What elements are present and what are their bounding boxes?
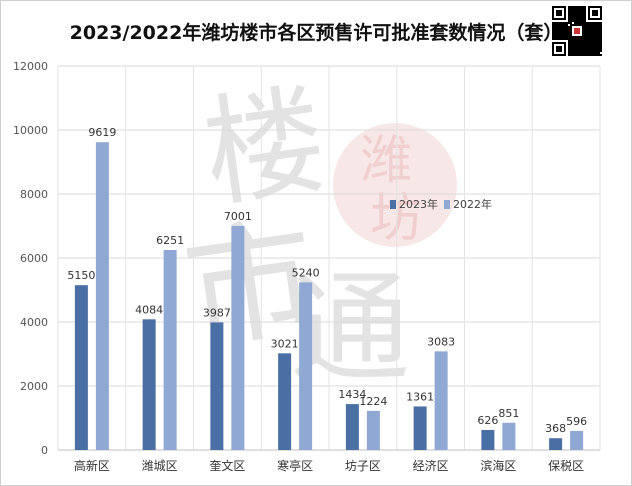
y-tick-label: 6000 — [20, 252, 48, 265]
bar-series1 — [142, 319, 156, 450]
y-tick-label: 4000 — [20, 316, 48, 329]
data-label: 368 — [545, 422, 566, 435]
legend: 2023年 2022年 — [390, 197, 492, 211]
chart-title: 2023/2022年潍坊楼市各区预售许可批准套数情况（套） — [69, 22, 563, 44]
bar-series2 — [163, 249, 177, 450]
bars — [74, 142, 584, 450]
data-label: 7001 — [224, 210, 252, 223]
data-label: 626 — [477, 414, 498, 427]
legend-swatch — [444, 200, 450, 209]
data-label: 3083 — [427, 335, 455, 348]
x-category-label: 经济区 — [413, 458, 449, 473]
bar-series2 — [299, 282, 313, 450]
x-category-label: 滨海区 — [480, 458, 516, 473]
legend-label: 2022年 — [453, 197, 492, 211]
bar-series2 — [502, 422, 516, 450]
data-labels: 5150 9619 4084 6251 3987 7001 3021 5240 14341224… — [67, 126, 587, 435]
bar-series1 — [74, 285, 88, 450]
y-tick-label: 10000 — [13, 124, 48, 137]
y-tick-label: 0 — [41, 444, 48, 457]
bar-series2 — [570, 430, 584, 450]
x-axis-labels: 高新区 潍城区 奎文区 寒亭区 坊子区 经济区 滨海区 保税区 — [74, 458, 584, 473]
y-axis-labels: 0 2000 4000 6000 8000 10000 12000 — [13, 60, 48, 457]
y-tick-label: 2000 — [20, 380, 48, 393]
data-label: 1434 — [338, 388, 366, 401]
x-category-label: 潍城区 — [142, 459, 178, 473]
data-label: 596 — [566, 415, 587, 428]
qr-code-icon — [552, 6, 602, 56]
data-label: 5150 — [67, 269, 95, 282]
data-label: 3021 — [271, 337, 299, 350]
data-label: 851 — [498, 407, 519, 420]
data-label: 6251 — [156, 234, 184, 247]
bar-series2 — [231, 225, 245, 450]
data-label: 1361 — [406, 390, 434, 403]
bar-series1 — [210, 322, 224, 450]
bar-series1 — [549, 438, 563, 450]
x-category-label: 奎文区 — [209, 458, 245, 473]
x-category-label: 高新区 — [74, 458, 110, 473]
bar-series1 — [481, 429, 495, 450]
data-label: 4084 — [135, 303, 163, 316]
data-label: 9619 — [88, 126, 116, 139]
y-tick-label: 12000 — [13, 60, 48, 73]
legend-swatch — [390, 200, 396, 209]
bar-series1 — [278, 353, 292, 450]
legend-label: 2023年 — [399, 197, 438, 211]
data-label: 3987 — [203, 306, 231, 319]
x-category-label: 寒亭区 — [277, 458, 313, 473]
bar-series2 — [95, 142, 109, 450]
x-category-label: 保税区 — [548, 459, 584, 473]
bar-series1 — [345, 404, 359, 450]
grid-lines — [57, 65, 601, 451]
bar-series1 — [413, 406, 427, 450]
bar-series2 — [434, 351, 448, 450]
data-label: 1224 — [359, 395, 387, 408]
x-category-label: 坊子区 — [345, 458, 381, 473]
bar-series2 — [366, 410, 380, 450]
y-tick-label: 8000 — [20, 188, 48, 201]
data-label: 5240 — [292, 266, 320, 279]
